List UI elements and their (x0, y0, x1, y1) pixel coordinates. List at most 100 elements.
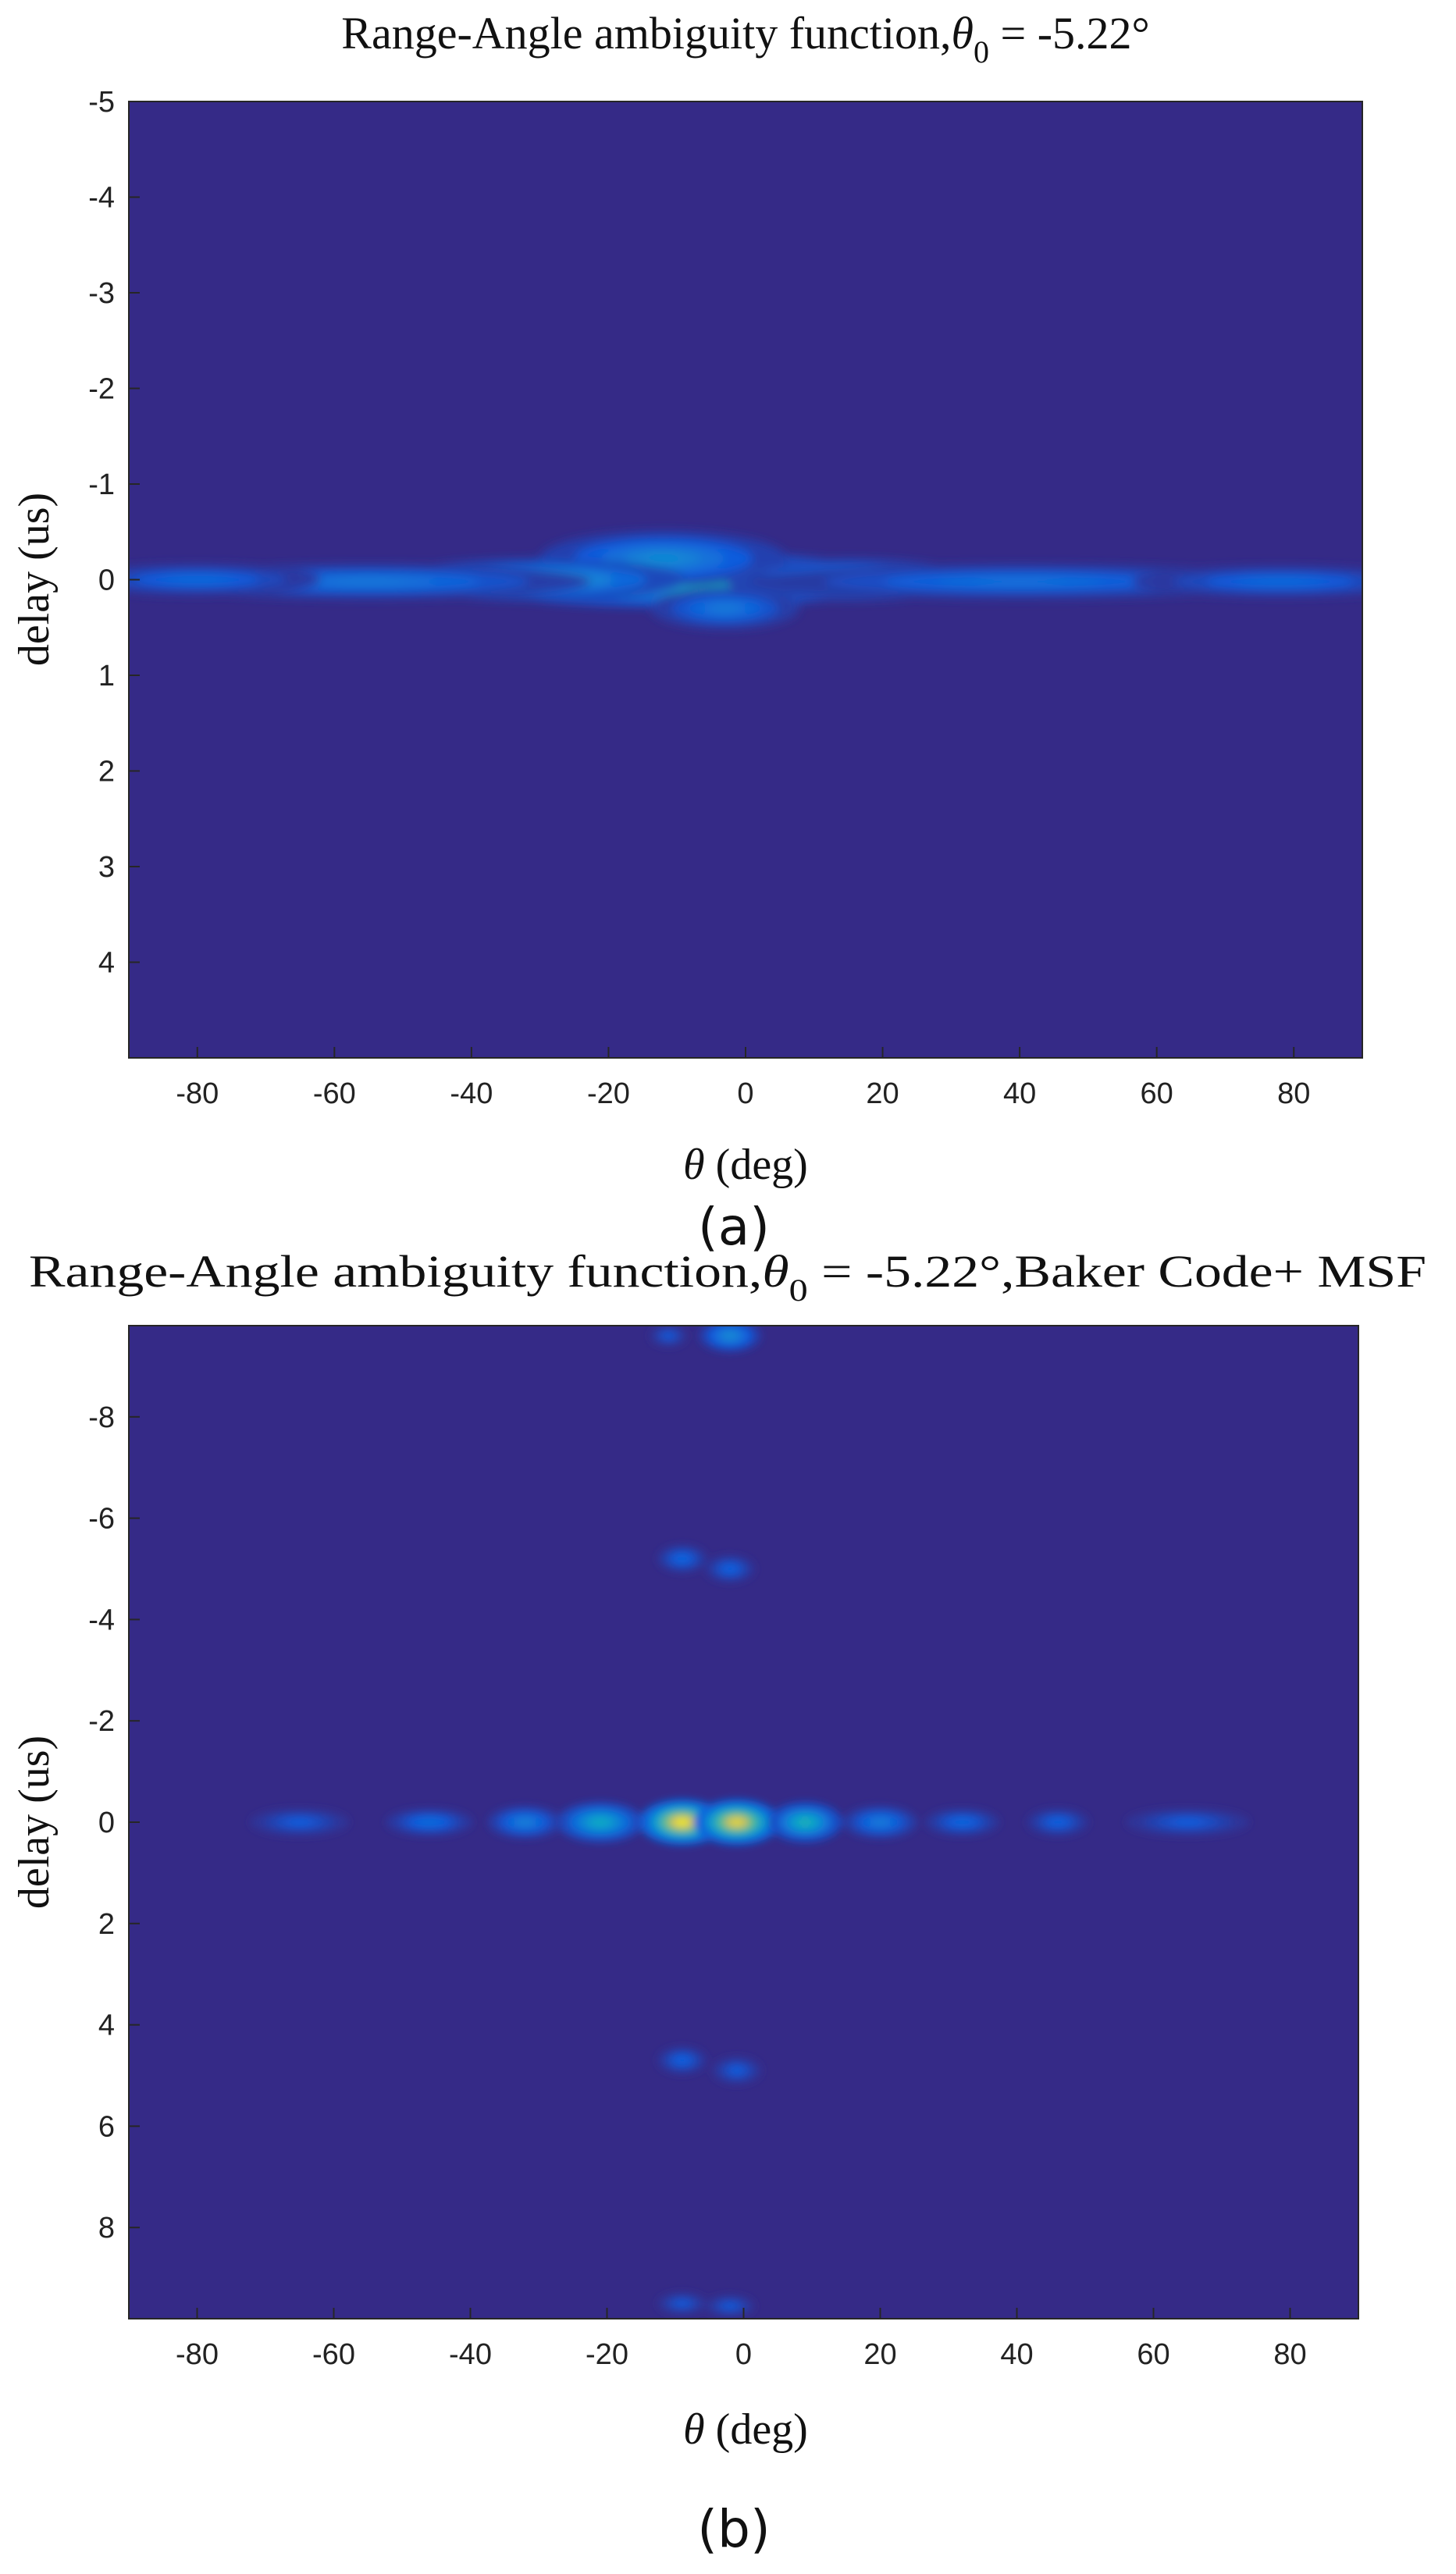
chart-b-feature-layer (732, 2068, 741, 2073)
chart-a-feature-layer (176, 577, 219, 582)
chart-a-xtick-label: 60 (1141, 1077, 1173, 1110)
chart-a-feature (539, 531, 787, 586)
chart-a-xtick-label: 80 (1277, 1077, 1310, 1110)
chart-a-feature-layer (1255, 579, 1305, 585)
panel-label-a: (a) (698, 1197, 770, 1257)
chart-a-feature (748, 564, 1291, 599)
chart-b-xtick-label: 60 (1137, 2338, 1169, 2371)
chart-a-ytick-label: 2 (98, 756, 115, 789)
chart-a-ytick-label: -4 (88, 182, 115, 215)
chart-a-feature-layer (974, 579, 1066, 585)
chart-a-xtick-label: 20 (866, 1077, 899, 1110)
chart-b-xtick-label: 80 (1273, 2338, 1306, 2371)
chart-a-ytick-label: 1 (98, 660, 115, 692)
chart-a-feature-layer (712, 604, 738, 612)
chart-b-xtick-label: -60 (312, 2338, 355, 2371)
chart-a-y-ticks: -5 -4 -3 -2 -1 0 1 2 3 4 (88, 86, 140, 980)
chart-b-feature (768, 1802, 842, 1842)
chart-a-ylabel: delay (us) (10, 493, 59, 666)
chart-a-xlabel: θ (deg) (683, 1141, 808, 1189)
chart-b-feature (843, 1805, 917, 1839)
chart-b-feature (1027, 1808, 1089, 1836)
chart-b-feature-layer (1177, 1820, 1198, 1825)
chart-b-feature (699, 1326, 761, 1353)
chart-b-feature (705, 1554, 755, 1583)
chart-a-xtick-label: -40 (450, 1077, 493, 1110)
chart-b-feature (386, 1808, 473, 1836)
chart-b-feature (925, 1808, 999, 1836)
chart-a-feature (129, 564, 321, 596)
chart-b-feature (657, 2046, 707, 2074)
chart-b-xlabel: θ (deg) (683, 2405, 808, 2454)
chart-b-xtick-label: 20 (863, 2338, 896, 2371)
chart-a-x-ticks: -80 -60 -40 -20 0 20 40 60 80 (176, 1047, 1310, 1110)
chart-b-feature-layer (422, 1820, 437, 1825)
chart-a-xtick-label: -20 (587, 1077, 630, 1110)
chart-b-ytick-label: 6 (98, 2110, 115, 2143)
chart-b-ytick-label: 8 (98, 2212, 115, 2245)
chart-b-feature-layer (725, 2304, 735, 2309)
chart-b-y-ticks: -8 -6 -4 -2 0 2 4 6 8 (88, 1401, 140, 2245)
chart-b-feature-layer (678, 2058, 686, 2063)
chart-a-xtick-label: 0 (737, 1077, 753, 1110)
chart-b-feature-layer (678, 2302, 686, 2305)
chart-b-feature (657, 1545, 707, 1573)
chart-a: Range-Angle ambiguity function,θ0 = -5.2… (10, 8, 1363, 1257)
chart-a-ytick-label: 3 (98, 851, 115, 884)
chart-b-ytick-label: 4 (98, 2010, 115, 2042)
chart-b-xtick-label: 0 (735, 2338, 752, 2371)
chart-a-ytick-label: 4 (98, 947, 115, 980)
chart-b-heat-features (250, 1326, 1249, 2317)
chart-b-ytick-label: -4 (88, 1604, 115, 1636)
panel-label-b: (b) (697, 2499, 770, 2559)
chart-b-feature-layer (799, 1818, 812, 1826)
chart-b-ytick-label: 0 (98, 1807, 115, 1839)
chart-b-feature (693, 1799, 780, 1846)
chart-b-feature-layer (725, 1566, 735, 1572)
chart-a-xtick-label: -80 (176, 1077, 219, 1110)
chart-b: Range-Angle ambiguity function, θ 0 = -5.2… (10, 1246, 1426, 2559)
chart-b-xtick-label: -40 (449, 2338, 492, 2371)
chart-b-ytick-label: -8 (88, 1401, 115, 1434)
chart-a-ytick-label: -2 (88, 373, 115, 406)
chart-a-feature-layer (643, 554, 685, 564)
chart-a-feature (650, 587, 799, 629)
chart-a-feature (1132, 566, 1362, 597)
chart-b-feature-layer (291, 1820, 308, 1825)
chart-a-ytick-label: -1 (88, 468, 115, 501)
chart-b-feature-layer (956, 1820, 969, 1825)
chart-b-feature (650, 1326, 687, 1347)
chart-b-feature-layer (678, 1556, 686, 1561)
chart-a-xtick-label: 40 (1003, 1077, 1036, 1110)
chart-b-feature (657, 2292, 707, 2315)
chart-b-feature-layer (729, 1818, 744, 1826)
chart-b-feature (488, 1805, 562, 1839)
chart-b-ytick-label: -2 (88, 1705, 115, 1738)
chart-a-title: Range-Angle ambiguity function,θ0 = -5.2… (341, 8, 1149, 69)
chart-b-x-ticks: -80 -60 -40 -20 0 20 40 60 80 (176, 2308, 1307, 2371)
chart-b-feature-layer (724, 1333, 735, 1339)
chart-b-ytick-label: -6 (88, 1503, 115, 1536)
chart-b-feature-layer (675, 1818, 689, 1826)
chart-a-heat-features (129, 531, 1362, 629)
chart-b-feature-layer (874, 1819, 887, 1825)
chart-b-ylabel: delay (us) (10, 1736, 59, 1909)
chart-b-title: Range-Angle ambiguity function, θ 0 = -5.2… (29, 1246, 1426, 1308)
chart-b-feature (250, 1808, 349, 1836)
chart-b-feature (1126, 1808, 1249, 1836)
chart-a-feature-layer (331, 579, 406, 585)
chart-b-xtick-label: 40 (1000, 2338, 1033, 2371)
chart-b-feature (557, 1802, 643, 1842)
chart-b-feature-layer (665, 1333, 672, 1338)
chart-b-feature (712, 2056, 762, 2084)
chart-b-xtick-label: -20 (586, 2338, 628, 2371)
chart-a-xtick-label: -60 (313, 1077, 356, 1110)
chart-b-xtick-label: -80 (176, 2338, 219, 2371)
chart-b-ytick-label: 2 (98, 1908, 115, 1941)
chart-a-ytick-label: -3 (88, 277, 115, 310)
chart-a-ytick-label: 0 (98, 564, 115, 597)
chart-b-feature-layer (593, 1818, 607, 1826)
chart-b-feature-layer (518, 1819, 532, 1825)
chart-b-feature (705, 2295, 755, 2317)
